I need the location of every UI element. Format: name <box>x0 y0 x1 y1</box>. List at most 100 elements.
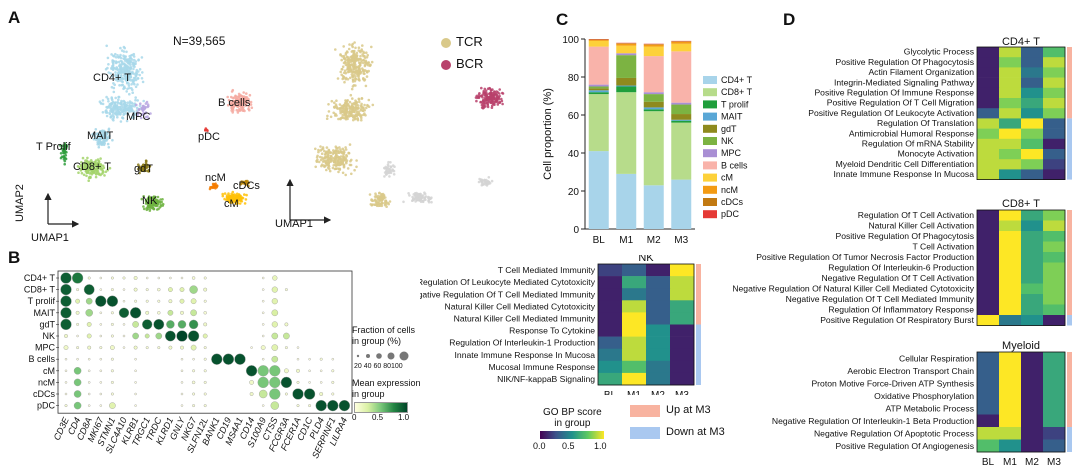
bar-segment <box>588 86 609 89</box>
heatmap-row-label: T Cell Mediated Immunity <box>498 265 596 275</box>
dot <box>179 287 185 292</box>
dot <box>296 368 300 373</box>
bar-segment <box>671 102 692 105</box>
dot <box>261 288 265 291</box>
legend-label: MPC <box>721 148 742 158</box>
dot <box>261 357 265 361</box>
dot <box>180 357 184 361</box>
heatmap-cell <box>622 264 647 277</box>
celltype-label: cM <box>43 366 55 376</box>
dot-size-legend-ticks: 20 40 60 80100 <box>354 363 403 370</box>
dot <box>86 322 92 327</box>
dot <box>180 345 184 350</box>
bar-segment <box>616 85 637 87</box>
dot <box>73 390 82 398</box>
heatmap-cell <box>977 98 1000 109</box>
dot <box>76 322 80 326</box>
dot <box>63 345 69 350</box>
bar-segment <box>671 120 692 123</box>
bar-segment <box>588 84 609 87</box>
heatmap-cell <box>1043 241 1066 253</box>
celltype-label: T prolif <box>28 296 56 306</box>
dot <box>157 299 161 303</box>
heatmap-cell <box>1043 414 1066 428</box>
heatmap-cell <box>999 98 1022 109</box>
heatmap-cell <box>977 77 1000 89</box>
dot <box>180 369 184 373</box>
bar-segment <box>588 94 609 152</box>
legend-label: CD4+ T <box>721 75 753 85</box>
dot <box>203 357 207 361</box>
dot <box>122 334 126 338</box>
heatmap-cell <box>977 427 1000 440</box>
dot <box>284 368 289 374</box>
dot <box>110 380 114 384</box>
heatmap-title: CD4+ T <box>1002 36 1040 48</box>
heatmap-cell <box>999 108 1022 119</box>
heatmap-col-label: M3 <box>675 390 689 395</box>
dot <box>76 357 79 361</box>
dot <box>134 369 137 373</box>
heatmap-frame <box>976 46 1066 181</box>
heatmap-cell <box>622 276 647 289</box>
heatmap-cell <box>977 169 1000 180</box>
heatmap-row-label: Cellular Respiration <box>899 353 974 363</box>
dot <box>99 381 103 384</box>
dot <box>99 334 103 338</box>
down-swatch <box>630 427 660 439</box>
heatmap-row-label: Negative Regulation Of Leukocyte Mediate… <box>420 277 596 287</box>
heatmap-row-label: Regulation Of Interleukin-6 Production <box>828 262 974 272</box>
go-score-tick-1: 1.0 <box>594 441 607 451</box>
dot <box>132 332 139 340</box>
dot <box>87 369 91 373</box>
legend-swatch <box>703 210 717 219</box>
dot <box>284 346 288 350</box>
dot <box>73 378 82 387</box>
heatmap-row-label: Glycolytic Process <box>904 47 974 57</box>
dot <box>134 381 137 384</box>
dot <box>168 299 173 304</box>
heatmap-cell <box>598 336 623 349</box>
dot <box>331 357 335 361</box>
heatmap-cell <box>999 210 1022 221</box>
dot <box>73 367 82 375</box>
dot <box>60 318 72 331</box>
heatmap-cell <box>977 252 1000 263</box>
bar-segment <box>616 53 637 56</box>
bar-segment <box>643 94 664 102</box>
dot <box>203 380 207 384</box>
heatmap-title: CD8+ T <box>1002 198 1040 210</box>
heatmap-cell <box>1021 210 1044 221</box>
heatmap-cell <box>1021 414 1044 428</box>
legend-label: cM <box>721 173 733 183</box>
heatmap-row-label: Natural Killer Cell Mediated Immunity <box>454 313 596 323</box>
heatmap-cell <box>977 283 1000 295</box>
dot <box>106 295 119 307</box>
go-score-title: GO BP score in group <box>543 407 602 429</box>
heatmap-row-label: Negative Regulation Of T Cell Mediated I… <box>420 289 596 299</box>
heatmap-cell <box>1021 47 1044 58</box>
dot <box>180 381 184 384</box>
bar-segment <box>643 185 664 229</box>
dot <box>189 285 198 294</box>
heatmap-frame <box>976 209 1066 326</box>
heatmap-group-bar <box>1067 118 1072 180</box>
go-score-tick-05: 0.5 <box>562 441 575 451</box>
dot <box>261 334 265 338</box>
umap1-label: UMAP1 <box>31 232 69 244</box>
heatmap-cell <box>670 312 695 325</box>
heatmap-cell <box>977 47 1000 58</box>
heatmap-cell <box>598 300 623 313</box>
dot <box>261 276 265 280</box>
dot <box>304 388 316 400</box>
dot <box>75 310 80 315</box>
dot <box>110 311 114 315</box>
dot <box>308 369 311 373</box>
dot <box>261 404 265 407</box>
dot <box>110 322 114 326</box>
heatmap-cell <box>1043 108 1066 119</box>
heatmap-cell <box>977 262 1000 274</box>
heatmap-cell <box>646 336 671 349</box>
heatmap-cell <box>1021 364 1044 378</box>
